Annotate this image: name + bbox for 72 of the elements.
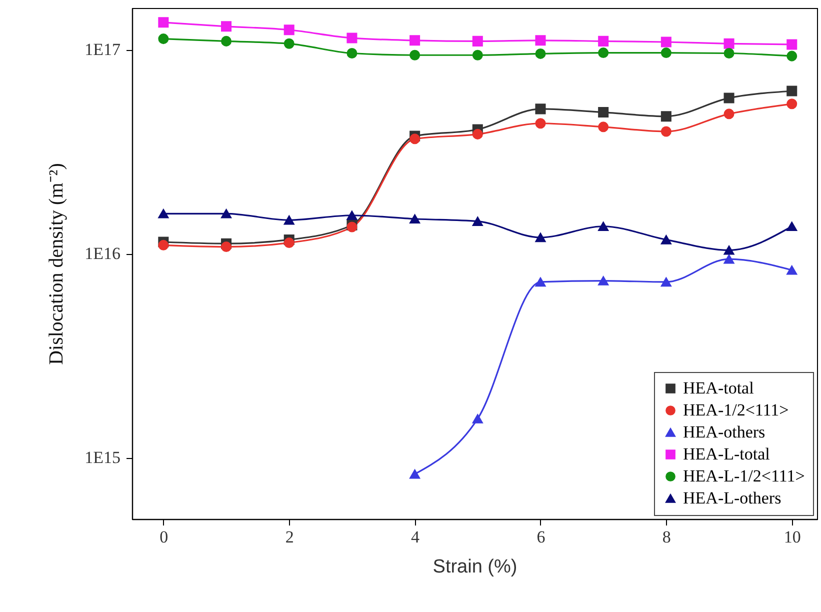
point [284, 38, 294, 49]
point [284, 238, 294, 248]
x-tick-label: 2 [285, 528, 294, 546]
legend-label: HEA-L-total [683, 444, 770, 464]
point [472, 216, 483, 226]
point [724, 108, 734, 120]
legend-label: HEA-1/2<111> [683, 400, 789, 420]
point [598, 36, 609, 46]
point [158, 34, 169, 44]
y-tick-label: 1E17 [84, 40, 121, 60]
x-tick-label: 4 [411, 528, 420, 546]
point [158, 17, 169, 28]
x-tick-label: 8 [662, 528, 671, 546]
point [724, 246, 734, 255]
point [535, 35, 546, 46]
point [221, 209, 232, 218]
point [346, 210, 358, 220]
point [724, 38, 734, 49]
point [221, 36, 232, 46]
point [535, 232, 546, 242]
point [472, 50, 483, 60]
legend-label: HEA-others [683, 422, 766, 442]
y-tick-label: 1E15 [84, 448, 120, 468]
y-axis-title: Dislocation density (m⁻²) [46, 163, 68, 365]
x-axis-title: Strain (%) [432, 556, 518, 578]
point [410, 50, 420, 60]
point [786, 86, 798, 96]
point [410, 214, 420, 224]
point [158, 240, 169, 250]
point [346, 48, 358, 59]
point [221, 242, 232, 252]
point [472, 36, 483, 46]
point [660, 235, 672, 244]
legend-label: HEA-L-others [683, 488, 782, 508]
y-tick-label: 1E16 [84, 244, 120, 264]
point [346, 32, 358, 44]
point [786, 265, 798, 275]
point [660, 277, 672, 287]
point [786, 39, 798, 50]
point [598, 48, 609, 58]
point [284, 24, 294, 36]
point [535, 118, 546, 129]
point [535, 104, 546, 114]
point [660, 111, 672, 122]
point [410, 134, 420, 144]
legend-label: HEA-total [683, 378, 754, 398]
point [786, 50, 798, 62]
point [221, 21, 232, 32]
point [410, 469, 420, 479]
point [786, 98, 798, 110]
point [724, 254, 734, 264]
point [535, 48, 546, 59]
point [724, 92, 734, 104]
point [598, 276, 609, 286]
point [598, 222, 609, 232]
point [660, 36, 672, 48]
point [472, 128, 483, 140]
x-tick-label: 6 [536, 528, 546, 546]
x-tick-label: 10 [784, 528, 801, 546]
point [535, 277, 546, 287]
point [598, 107, 609, 118]
point [660, 48, 672, 58]
point [284, 215, 294, 225]
x-tick-label: 0 [160, 528, 168, 546]
point [660, 126, 672, 137]
legend-label: HEA-L-1/2<111> [683, 466, 805, 486]
point [724, 48, 734, 59]
point [472, 414, 483, 424]
point [410, 35, 420, 46]
point [158, 209, 169, 218]
point [598, 122, 609, 132]
point [786, 222, 798, 232]
